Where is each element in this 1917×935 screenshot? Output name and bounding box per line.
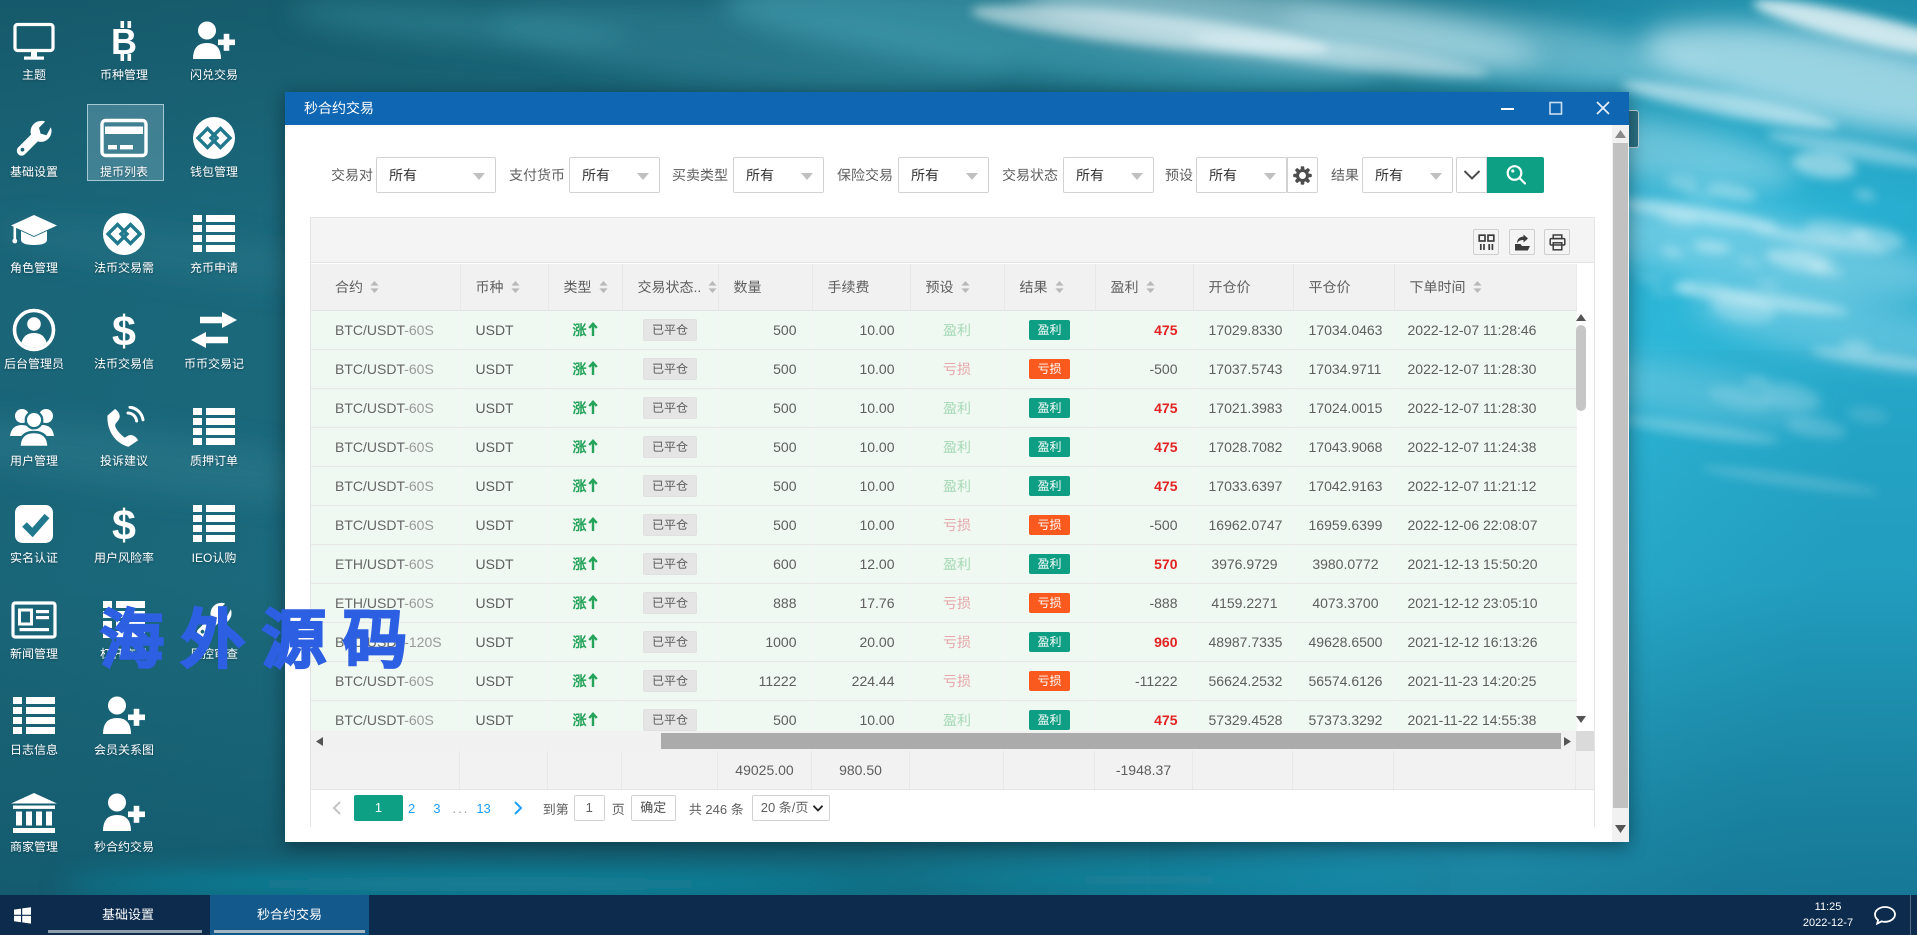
svg-text:$: $ [112,308,136,354]
svg-text:$: $ [112,502,136,548]
